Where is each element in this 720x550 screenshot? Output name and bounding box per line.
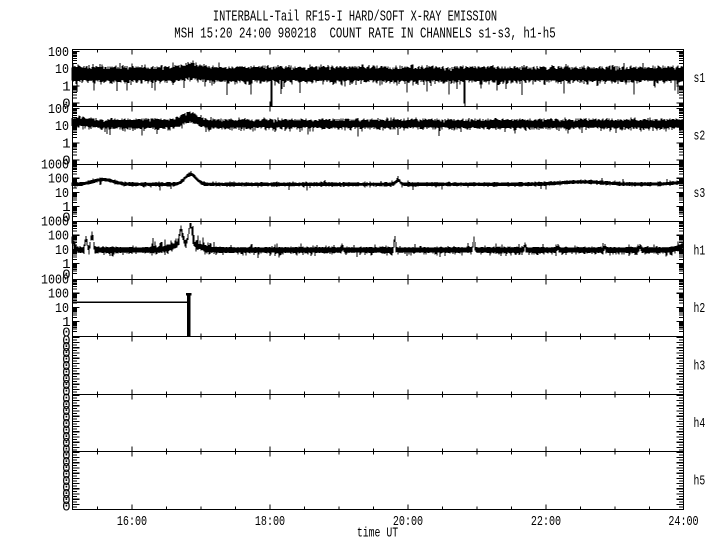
svg-text:0: 0 [62, 378, 71, 394]
svg-text:h2: h2 [694, 301, 706, 317]
svg-text:0: 0 [62, 468, 71, 484]
svg-text:0: 0 [62, 385, 71, 401]
svg-text:0: 0 [62, 500, 71, 516]
svg-text:1: 1 [62, 136, 71, 152]
svg-text:1000: 1000 [41, 272, 69, 288]
svg-text:s1: s1 [694, 71, 706, 87]
svg-text:0: 0 [62, 430, 71, 446]
svg-text:0: 0 [62, 353, 71, 369]
svg-text:10: 10 [55, 243, 69, 259]
svg-text:0: 0 [62, 333, 71, 349]
svg-text:0: 0 [62, 417, 71, 433]
svg-text:10: 10 [55, 186, 69, 202]
svg-text:1: 1 [62, 79, 71, 95]
svg-text:1: 1 [62, 315, 71, 331]
svg-text:MSH 15:20 24:00 980218 COUNT: MSH 15:20 24:00 980218 COUNT RATE IN CHA… [174, 27, 555, 43]
svg-text:0: 0 [62, 423, 71, 439]
svg-text:1000: 1000 [41, 157, 69, 173]
svg-text:10: 10 [55, 119, 69, 135]
svg-text:h5: h5 [694, 473, 706, 489]
svg-text:0: 0 [62, 443, 71, 459]
svg-text:16:00: 16:00 [117, 514, 147, 530]
svg-text:100: 100 [48, 45, 69, 61]
svg-text:0: 0 [62, 398, 71, 414]
svg-text:h3: h3 [694, 358, 706, 374]
svg-text:h4: h4 [694, 416, 706, 432]
svg-text:0: 0 [62, 436, 71, 452]
svg-text:0: 0 [62, 404, 71, 420]
svg-text:100: 100 [48, 102, 69, 118]
svg-text:10: 10 [55, 62, 69, 78]
svg-text:0: 0 [62, 267, 71, 283]
svg-text:18:00: 18:00 [255, 514, 285, 530]
svg-text:s2: s2 [694, 128, 706, 144]
svg-text:0: 0 [62, 461, 71, 477]
svg-text:time UT: time UT [357, 526, 398, 542]
svg-text:0: 0 [62, 154, 71, 170]
svg-text:100: 100 [48, 287, 69, 303]
svg-text:0: 0 [62, 340, 71, 356]
svg-text:22:00: 22:00 [531, 514, 561, 530]
svg-text:0: 0 [62, 493, 71, 509]
svg-text:100: 100 [48, 229, 69, 245]
svg-text:h1: h1 [694, 243, 706, 259]
svg-text:1: 1 [62, 257, 71, 273]
svg-text:INTERBALL-Tail RF15-I HARD/SOF: INTERBALL-Tail RF15-I HARD/SOFT X-RAY EM… [213, 10, 497, 26]
svg-text:0: 0 [62, 365, 71, 381]
svg-text:s3: s3 [694, 186, 706, 202]
svg-text:0: 0 [62, 210, 71, 226]
svg-text:1000: 1000 [41, 214, 69, 230]
svg-text:0: 0 [62, 448, 71, 464]
svg-text:0: 0 [62, 411, 71, 427]
svg-text:0: 0 [62, 325, 71, 341]
svg-text:0: 0 [62, 455, 71, 471]
svg-text:0: 0 [62, 346, 71, 362]
svg-text:10: 10 [55, 301, 69, 317]
svg-text:0: 0 [62, 480, 71, 496]
svg-text:0: 0 [62, 487, 71, 503]
svg-text:20:00: 20:00 [393, 514, 423, 530]
svg-text:1: 1 [62, 200, 71, 216]
svg-text:24:00: 24:00 [668, 514, 698, 530]
svg-text:0: 0 [62, 391, 71, 407]
svg-text:0: 0 [62, 474, 71, 490]
svg-text:0: 0 [62, 97, 71, 113]
svg-text:0: 0 [62, 372, 71, 388]
svg-text:100: 100 [48, 172, 69, 188]
svg-text:0: 0 [62, 359, 71, 375]
